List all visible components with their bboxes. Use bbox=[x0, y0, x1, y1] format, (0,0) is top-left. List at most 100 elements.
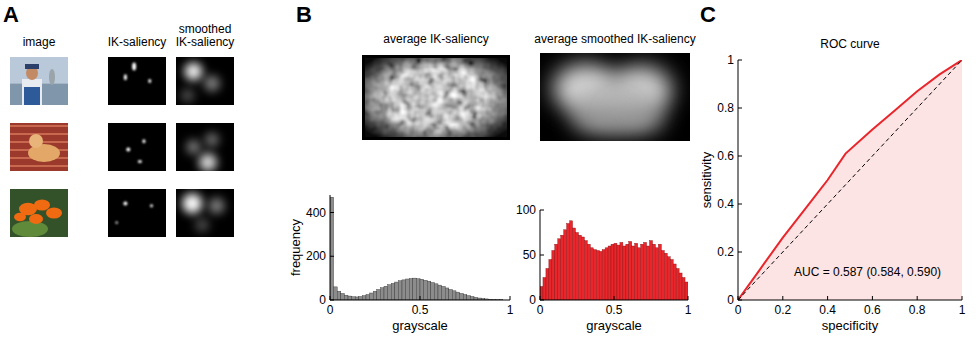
blob bbox=[132, 63, 136, 71]
annotation: AUC = 0.587 (0.584, 0.590) bbox=[794, 265, 941, 279]
x-tick-label: 1 bbox=[507, 303, 514, 317]
hist-bar bbox=[373, 291, 377, 300]
x-tick-label: 0.4 bbox=[819, 303, 836, 317]
x-tick-label: 0.5 bbox=[606, 303, 623, 317]
hist-bar bbox=[402, 280, 406, 300]
hist-bar bbox=[558, 239, 561, 300]
plot-area bbox=[738, 60, 962, 300]
hist-bar bbox=[431, 283, 435, 301]
x-tick-label: 0 bbox=[735, 303, 742, 317]
hist-bar bbox=[546, 269, 549, 301]
y-axis-title: sensitivity bbox=[699, 151, 714, 208]
hist-bar bbox=[406, 279, 410, 300]
hist-bar bbox=[641, 244, 644, 300]
map-ground bbox=[108, 189, 166, 237]
blob bbox=[124, 74, 127, 80]
hist-bar bbox=[337, 291, 341, 300]
hist-bar bbox=[578, 235, 581, 300]
hist-bar bbox=[576, 233, 579, 301]
hist-bar bbox=[635, 243, 638, 300]
photo bbox=[10, 123, 68, 171]
flower bbox=[14, 213, 26, 221]
smoothed-average bbox=[540, 53, 690, 141]
y-axis bbox=[330, 195, 331, 300]
hist-bar bbox=[370, 293, 374, 300]
y-tick bbox=[738, 108, 742, 109]
hist-bar bbox=[395, 282, 399, 300]
blob bbox=[612, 105, 664, 133]
x-axis-title: grayscale bbox=[586, 318, 642, 333]
blob bbox=[138, 160, 142, 163]
hist-bar bbox=[626, 244, 629, 300]
x-tick-label: 0.8 bbox=[909, 303, 926, 317]
hist-bar bbox=[420, 279, 424, 300]
line bbox=[738, 60, 962, 300]
blob bbox=[142, 139, 145, 143]
hist-bar bbox=[614, 243, 617, 300]
blob bbox=[186, 140, 200, 154]
y-tick bbox=[540, 255, 544, 256]
hist-bar bbox=[434, 284, 438, 300]
hist-bar bbox=[362, 296, 366, 300]
blob bbox=[184, 62, 202, 80]
hist-bar bbox=[427, 281, 431, 300]
panel-letter: C bbox=[700, 2, 716, 27]
hist-bar bbox=[377, 290, 381, 301]
y-tick-label: 0.8 bbox=[717, 101, 734, 115]
x-tick bbox=[510, 296, 511, 300]
hist-bar bbox=[685, 282, 688, 300]
hist-bar bbox=[424, 280, 428, 300]
blob bbox=[204, 75, 220, 91]
smoothed-map bbox=[176, 57, 234, 105]
x-tick-label: 0 bbox=[327, 303, 334, 317]
x-axis-title: specificity bbox=[822, 318, 879, 333]
hist-bar bbox=[445, 288, 449, 300]
hist-bar bbox=[581, 237, 584, 300]
map-title: average smoothed IK-saliency bbox=[534, 32, 695, 46]
hist-bar bbox=[599, 251, 602, 300]
map-ground bbox=[176, 57, 234, 105]
map-ground bbox=[362, 55, 510, 140]
hist-bar bbox=[463, 295, 467, 300]
x-tick bbox=[688, 296, 689, 300]
leaves bbox=[10, 189, 68, 237]
hist-bar bbox=[341, 293, 345, 300]
vignette bbox=[362, 55, 510, 140]
hist-bar bbox=[438, 285, 442, 300]
y-tick bbox=[330, 212, 334, 213]
vest bbox=[24, 87, 40, 105]
x-tick bbox=[917, 296, 918, 300]
y-tick-label: 0.6 bbox=[717, 149, 734, 163]
x-tick bbox=[738, 296, 739, 300]
map-ground bbox=[108, 123, 166, 171]
hist-bar bbox=[655, 248, 658, 300]
flower bbox=[29, 214, 43, 224]
title-line: IK-saliency bbox=[176, 35, 235, 49]
column-title: IK-saliency bbox=[108, 35, 167, 49]
hist-bar bbox=[409, 279, 413, 300]
hist-bar bbox=[552, 251, 555, 301]
photo bbox=[10, 57, 68, 105]
hist-bar bbox=[620, 242, 623, 300]
hist-bar bbox=[398, 281, 402, 300]
hist-bar bbox=[460, 293, 464, 300]
blob bbox=[195, 218, 209, 232]
x-tick bbox=[782, 296, 783, 300]
hist-bar bbox=[679, 273, 682, 300]
hist-bar bbox=[456, 292, 460, 300]
hist-bar bbox=[611, 244, 614, 300]
hist-bar bbox=[366, 295, 370, 300]
hist-bar bbox=[330, 197, 334, 300]
hist-bar bbox=[344, 295, 348, 300]
area bbox=[738, 60, 962, 300]
y-tick bbox=[330, 300, 334, 301]
saliency-map bbox=[108, 57, 166, 105]
y-tick bbox=[738, 156, 742, 157]
hist-bar bbox=[650, 241, 653, 300]
y-tick-label: 0 bbox=[529, 293, 536, 307]
y-axis bbox=[738, 60, 739, 300]
y-tick bbox=[330, 256, 334, 257]
hist-bar bbox=[608, 246, 611, 300]
y-tick-label: 100 bbox=[516, 203, 536, 217]
hist-bar bbox=[644, 242, 647, 300]
